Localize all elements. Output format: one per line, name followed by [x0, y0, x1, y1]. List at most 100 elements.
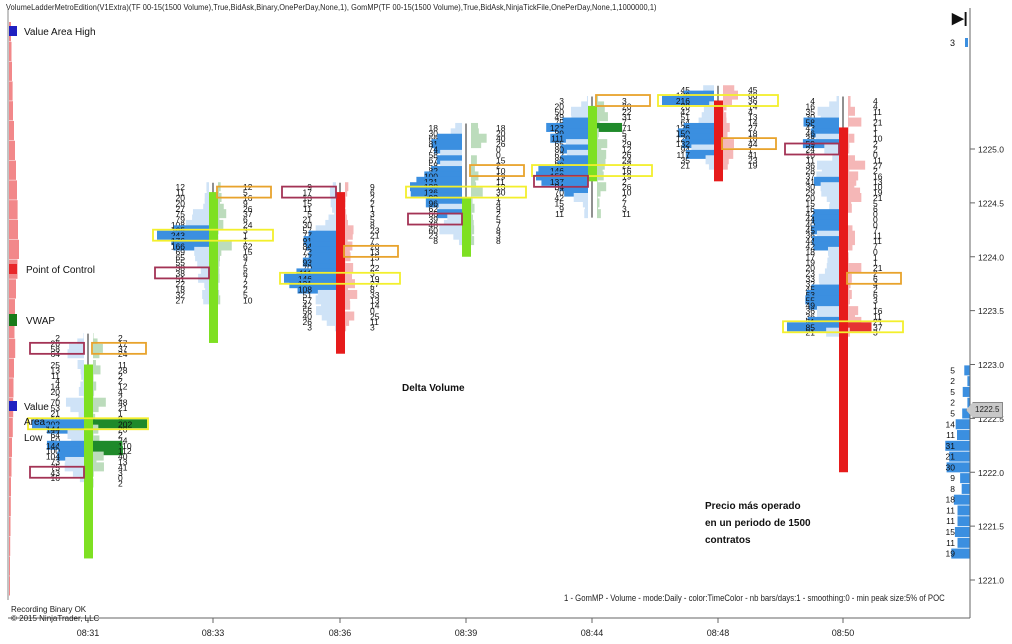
ask-volume-bar — [218, 241, 232, 251]
highlight-box-maroon — [29, 341, 85, 355]
ask-volume-bar — [93, 343, 103, 353]
ask-volume-bar — [848, 96, 851, 106]
bid-volume-label: 82 — [429, 166, 439, 176]
bid-volume-bar — [832, 155, 839, 165]
bid-volume-label: 20 — [176, 193, 186, 203]
ask-volume-bar — [848, 252, 849, 262]
bid-volume-bar — [584, 203, 588, 213]
price-tick-label: 1223.5 — [978, 306, 1004, 316]
time-tick-label: 08:44 — [581, 628, 604, 638]
bid-volume-bar — [81, 370, 84, 380]
ask-volume-bar — [345, 219, 348, 229]
ask-volume-bar — [345, 300, 351, 310]
bid-volume-bar — [811, 284, 839, 294]
bid-volume-bar — [560, 155, 588, 165]
highlight-box-orange — [91, 341, 147, 355]
bid-volume-label: 75 — [176, 209, 186, 219]
bid-volume-label: 45 — [806, 285, 816, 295]
bid-volume-label: 104 — [46, 452, 60, 462]
ask-volume-label: 2 — [118, 430, 123, 440]
bid-volume-label: 28 — [806, 166, 816, 176]
highlight-box-maroon — [281, 185, 337, 199]
bid-volume-label: 46 — [806, 128, 816, 138]
bid-volume-label: 57 — [303, 225, 313, 235]
bid-volume-bar — [538, 166, 588, 176]
ask-volume-bar — [848, 273, 852, 283]
ask-volume-bar — [597, 144, 602, 154]
bid-volume-bar — [302, 257, 336, 267]
price-tick-label: 1222.5 — [978, 414, 1004, 424]
ask-volume-label: 19 — [873, 188, 883, 198]
ask-volume-bar — [848, 176, 857, 186]
ask-volume-bar — [723, 149, 734, 159]
ask-volume-label: 11 — [118, 360, 127, 370]
ask-volume-label: 26 — [622, 182, 632, 192]
bid-volume-label: 30 — [429, 128, 439, 138]
ask-volume-bar — [848, 101, 851, 111]
ask-volume-label: 16 — [873, 306, 883, 316]
ask-volume-bar — [848, 306, 859, 316]
bid-volume-label: 117 — [676, 150, 690, 160]
ask-volume-bar — [848, 155, 855, 165]
ask-volume-label: 13 — [118, 457, 128, 467]
bid-volume-label: 53 — [806, 290, 816, 300]
bid-volume-bar — [308, 252, 336, 262]
ask-volume-label: 13 — [873, 177, 883, 187]
bid-volume-label: 58 — [806, 118, 816, 128]
end-of-chart-icon[interactable]: ▶| — [952, 10, 968, 27]
bid-volume-bar — [78, 386, 84, 396]
ask-volume-bar — [848, 133, 855, 143]
bid-volume-bar — [541, 176, 588, 186]
bid-volume-label: 2 — [55, 392, 60, 402]
ask-volume-label: 11 — [873, 155, 882, 165]
bid-volume-label: 33 — [806, 274, 816, 284]
bid-volume-bar — [330, 198, 336, 208]
right-profile-bar — [953, 494, 970, 505]
bid-volume-label: 65 — [555, 139, 565, 149]
ask-volume-bar — [218, 289, 220, 299]
ask-volume-bar — [345, 295, 350, 305]
ask-volume-label: 5 — [622, 128, 627, 138]
bid-volume-bar — [698, 117, 714, 127]
ask-volume-label: 5 — [243, 188, 248, 198]
bid-volume-bar — [806, 289, 839, 299]
ask-volume-label: 6 — [873, 274, 878, 284]
precio-annotation-line2: en un periodo de 1500 — [705, 518, 811, 529]
ask-volume-label: 45 — [748, 85, 758, 95]
bid-volume-bar — [440, 149, 462, 159]
ask-volume-label: 4 — [748, 107, 753, 117]
session-profile-bar — [9, 200, 18, 220]
bid-volume-bar — [812, 122, 839, 132]
right-profile-label: 11 — [946, 430, 955, 440]
ask-volume-bar — [218, 214, 220, 224]
ask-volume-label: 11 — [622, 209, 631, 219]
ask-volume-bar — [597, 192, 598, 202]
ask-volume-bar — [345, 198, 346, 208]
bid-volume-bar — [836, 96, 839, 106]
bid-volume-label: 74 — [429, 145, 439, 155]
ask-volume-label: 0 — [118, 473, 123, 483]
ask-volume-label: 11 — [873, 236, 882, 246]
bid-volume-label: 13 — [51, 365, 61, 375]
session-profile-bar — [9, 61, 12, 81]
ask-volume-bar — [93, 435, 100, 445]
bid-volume-label: 42 — [555, 193, 565, 203]
price-tick-label: 1223.0 — [978, 360, 1004, 370]
bid-volume-bar — [434, 144, 462, 154]
ask-volume-label: 24 — [622, 155, 632, 165]
bid-volume-bar — [815, 133, 839, 143]
bid-volume-label: 20 — [176, 198, 186, 208]
price-tick-label: 1224.5 — [978, 198, 1004, 208]
ask-volume-bar — [597, 166, 603, 176]
ask-volume-label: 2 — [370, 193, 375, 203]
ask-volume-bar — [848, 106, 855, 116]
vah-marker — [9, 26, 17, 36]
ask-volume-bar — [345, 209, 347, 219]
session-profile-bar — [9, 299, 15, 319]
bid-volume-label: 32 — [806, 279, 816, 289]
bid-volume-bar — [204, 279, 209, 289]
bid-volume-label: 24 — [806, 145, 816, 155]
bid-volume-bar — [816, 311, 839, 321]
